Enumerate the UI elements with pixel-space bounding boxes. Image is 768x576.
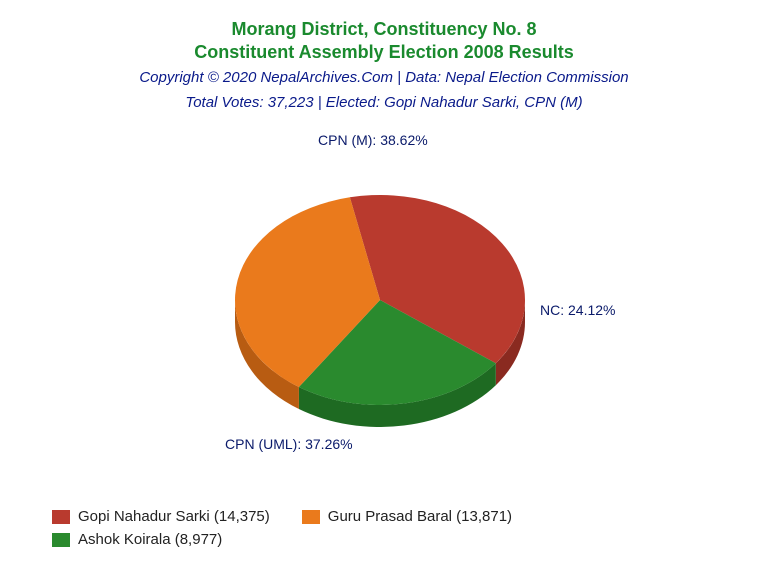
pie-chart: CPN (M): 38.62% NC: 24.12% CPN (UML): 37… — [0, 130, 768, 470]
legend-swatch — [302, 510, 320, 524]
legend-item: Gopi Nahadur Sarki (14,375) — [52, 508, 270, 525]
chart-header: Morang District, Constituency No. 8 Cons… — [0, 0, 768, 111]
legend-swatch — [52, 533, 70, 547]
slice-label-nc: NC: 24.12% — [540, 302, 615, 318]
slice-label-cpnm: CPN (M): 38.62% — [318, 132, 428, 148]
legend-label: Ashok Koirala (8,977) — [78, 531, 222, 548]
copyright-line: Copyright © 2020 NepalArchives.Com | Dat… — [0, 69, 768, 86]
legend: Gopi Nahadur Sarki (14,375) Guru Prasad … — [52, 508, 544, 554]
title-line-2: Constituent Assembly Election 2008 Resul… — [0, 41, 768, 64]
title-line-1: Morang District, Constituency No. 8 — [0, 18, 768, 41]
info-line: Total Votes: 37,223 | Elected: Gopi Naha… — [0, 94, 768, 111]
legend-item: Guru Prasad Baral (13,871) — [302, 508, 512, 525]
legend-row-1: Gopi Nahadur Sarki (14,375) Guru Prasad … — [52, 508, 544, 525]
pie-svg — [0, 130, 768, 470]
legend-label: Guru Prasad Baral (13,871) — [328, 508, 512, 525]
legend-swatch — [52, 510, 70, 524]
slice-label-cpnuml: CPN (UML): 37.26% — [225, 436, 353, 452]
legend-label: Gopi Nahadur Sarki (14,375) — [78, 508, 270, 525]
legend-item: Ashok Koirala (8,977) — [52, 531, 222, 548]
legend-row-2: Ashok Koirala (8,977) — [52, 531, 544, 548]
